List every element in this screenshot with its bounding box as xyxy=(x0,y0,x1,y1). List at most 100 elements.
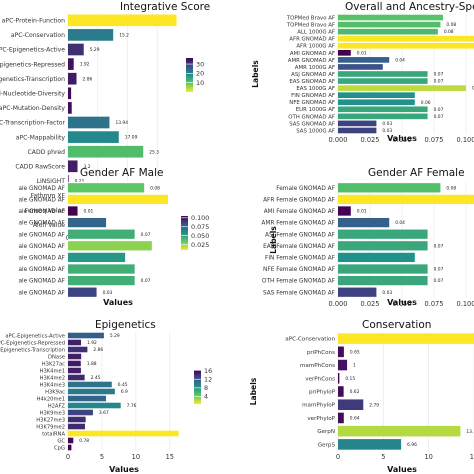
bar xyxy=(68,229,135,239)
category-label: AFR GNOMAD AF xyxy=(289,37,335,43)
data-label: 25.3 xyxy=(149,149,159,155)
data-label: 0.01 xyxy=(357,209,367,215)
bar xyxy=(338,57,390,63)
category-label: aPC-Transcription-Factor xyxy=(0,120,65,127)
category-label: Fathmm XF xyxy=(31,193,66,200)
bar xyxy=(338,21,441,28)
chart-title: Integrative Score xyxy=(120,1,210,13)
category-label: SAS GNOMAD AF xyxy=(289,121,335,127)
chart-title: Conservation xyxy=(362,319,431,331)
data-label: 0.21 xyxy=(75,179,85,185)
bar xyxy=(338,42,474,49)
data-label: 0.08 xyxy=(150,185,160,191)
colorbar-tick-label: 0.100 xyxy=(191,214,209,222)
bar xyxy=(338,92,415,98)
chart-panel-2: 0.000 0.025 0.050 0.075 0.100 TOPMed Bravo AF… xyxy=(251,1,474,144)
bar xyxy=(338,71,428,77)
bar xyxy=(68,264,135,274)
colorbar-tick-label: 20 xyxy=(196,70,204,78)
data-label: 13. xyxy=(466,429,473,435)
chart-title: Gender AF Male xyxy=(80,167,163,179)
data-label: 0.07 xyxy=(434,72,444,78)
data-label: 0.15 xyxy=(345,376,355,382)
bar xyxy=(68,194,168,205)
chart-panel-6: 0 5 10 15 aPC-Conservation priPhCons 0.65 mamPh… xyxy=(249,319,474,474)
bar xyxy=(68,87,72,100)
bar xyxy=(68,116,110,129)
colorbar xyxy=(194,370,201,404)
bar xyxy=(68,339,82,346)
bar xyxy=(338,217,390,228)
x-tick-label: 10 xyxy=(424,453,432,461)
bar xyxy=(68,367,81,374)
bar xyxy=(68,252,126,263)
x-axis-label: Values xyxy=(103,298,133,307)
bar xyxy=(338,183,441,193)
bar xyxy=(338,412,344,424)
category-label: ale GNOMAD AF xyxy=(18,186,65,192)
category-label: ale GNOMAD AF xyxy=(18,290,65,296)
category-label: aPC-Epigenetics-Active xyxy=(0,47,65,54)
category-label: CADD RawScore xyxy=(15,163,65,170)
y-axis-label: Labels xyxy=(269,226,278,254)
category-label: H3K4me3 xyxy=(40,382,65,388)
data-label: 7.76 xyxy=(127,403,137,409)
data-label: 0.07 xyxy=(434,107,444,113)
bar xyxy=(338,241,428,251)
data-label: 0.1 xyxy=(472,86,474,92)
bar xyxy=(68,430,179,437)
bar xyxy=(68,43,84,56)
bar xyxy=(338,50,351,56)
bar xyxy=(338,35,474,42)
category-label: aPC-Protein-Function xyxy=(2,17,65,24)
bar xyxy=(68,353,82,360)
category-label: aPC-Epigenetics-Repressed xyxy=(0,340,65,346)
category-label: aPC-Conservation xyxy=(11,32,65,39)
bar xyxy=(338,78,428,84)
data-label: 0.07 xyxy=(434,114,444,120)
chart-title: Overall and Ancestry-Specific AF xyxy=(345,1,474,13)
data-label: 1.92 xyxy=(80,62,90,68)
bar xyxy=(68,160,78,173)
category-label: AMR Female GNOMAD AF xyxy=(261,221,335,227)
bar xyxy=(68,241,152,251)
chart-title: Epigenetics xyxy=(95,319,156,331)
bar xyxy=(68,360,81,367)
category-label: TOPMed Bravo AF xyxy=(286,23,335,29)
bar xyxy=(338,372,340,384)
category-label: mamPhyloP xyxy=(302,403,336,409)
bar xyxy=(338,425,461,437)
bar xyxy=(68,14,177,27)
colorbar-tick-label: 0.075 xyxy=(191,223,209,231)
data-label: 17.09 xyxy=(125,135,138,141)
bar xyxy=(338,99,415,106)
bar xyxy=(68,72,77,85)
category-label: H3K79me2 xyxy=(36,424,65,430)
bar xyxy=(68,381,112,388)
bar xyxy=(68,388,115,395)
bar xyxy=(338,252,415,263)
category-label: EUR 1000G AF xyxy=(296,107,335,113)
bar xyxy=(338,275,428,286)
data-label: 6.96 xyxy=(407,442,417,448)
category-label: EAS 1000G AF xyxy=(296,86,335,92)
bar xyxy=(338,64,383,70)
data-label: 0.07 xyxy=(434,278,444,284)
data-label: 0.06 xyxy=(421,100,431,106)
bar xyxy=(68,145,144,158)
data-label: 0.07 xyxy=(141,232,151,238)
data-label: 1.88 xyxy=(87,361,97,367)
category-label: DNase xyxy=(48,354,65,360)
category-label: aPC-Conservation xyxy=(285,337,335,343)
category-label: priPhCons xyxy=(307,350,335,356)
x-axis-label: Values xyxy=(387,134,417,143)
bar xyxy=(68,102,72,114)
category-label: ale GNOMAD AF xyxy=(18,267,65,273)
x-tick-label: 5 xyxy=(381,453,385,461)
category-label: ASJ GNOMAD AF xyxy=(291,72,335,78)
x-tick-label: 0.000 xyxy=(329,136,348,144)
category-label: LINSIGHT xyxy=(37,178,66,185)
x-axis-label: Values xyxy=(387,465,417,474)
category-label: Alofi Value xyxy=(33,222,65,229)
data-label: 0.04 xyxy=(395,57,405,63)
